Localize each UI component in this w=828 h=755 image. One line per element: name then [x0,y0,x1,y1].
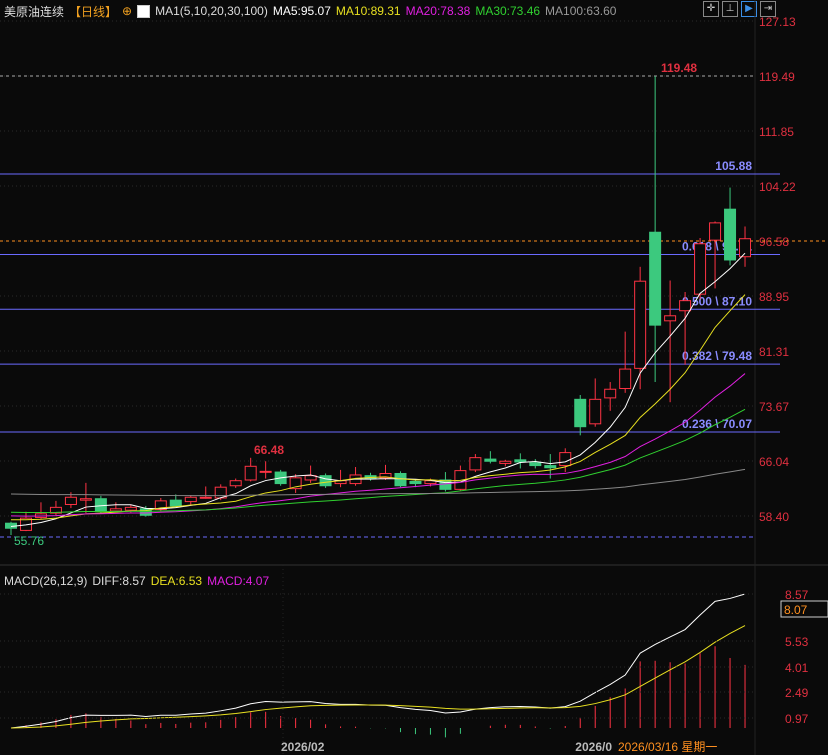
ma5-line [10,252,746,528]
price-tick: 111.85 [759,125,794,139]
candle-body [259,470,272,473]
price-tick: 104.22 [759,180,796,194]
candle-body [124,506,137,511]
time-label-feb: 2026/02 [281,740,325,754]
candle-body [244,465,257,481]
ma30-line [10,408,746,514]
candle-body [394,473,407,487]
macd-tick: 5.53 [785,635,809,649]
candle-body [604,388,617,399]
candle-body [304,475,317,481]
candle-body [619,368,632,390]
dea-line [10,625,746,729]
price-tick: 73.67 [759,400,789,414]
macd-value: MACD:4.07 [207,574,270,588]
candle-body [514,459,527,463]
candle-body [574,398,587,428]
macd-tick: 4.01 [785,661,809,675]
symbol-name: 美原油连续 [4,4,65,19]
ma10-value: MA10:89.31 [335,4,401,18]
crosshair-icon[interactable]: ✛ [703,1,719,17]
ma20-value: MA20:78.38 [405,4,471,18]
diff-line [10,593,746,729]
candle-body [709,222,722,241]
candle-body [739,238,752,258]
candle-body [559,452,572,467]
candle-body [289,477,302,490]
candle-body [379,473,392,479]
price-tick: 119.49 [759,70,795,84]
ma5-value: MA5:95.07 [272,4,331,18]
fib-top-label: 105.88 [715,159,752,173]
fib-label: 0.500 \ 87.10 [682,294,752,308]
price-tick: 96.58 [759,235,789,249]
price-tick: 66.04 [759,455,789,469]
candle-body [664,315,677,322]
price-tick: 127.13 [759,15,796,29]
candle-body [589,398,602,425]
fib-label: 0.382 \ 79.48 [682,349,752,363]
candle-body [229,480,242,487]
candle-body [319,475,332,487]
macd-current: 8.07 [784,603,808,617]
play-icon[interactable]: ▶ [741,1,757,17]
low-label: 55.76 [14,534,44,548]
candle-body [544,465,557,469]
indicator-chart-icon[interactable] [137,4,151,18]
candle-body [409,480,422,485]
time-label-mar: 2026/0 [575,740,612,754]
price-tick: 88.95 [759,290,789,304]
add-indicator-icon[interactable]: ⊕ [122,4,133,18]
candle-body [499,460,512,464]
diff-value: DIFF:8.57 [92,574,146,588]
candle-body [694,243,707,295]
candle-body [79,498,92,501]
macd-tick: 2.49 [785,686,809,700]
ma20-line [10,373,746,517]
price-tick: 58.40 [759,510,789,524]
candle-body [679,300,692,312]
candle-body [469,457,482,471]
candle-body [634,280,647,369]
candle-body [484,458,497,462]
candle-body [109,508,122,512]
macd-header: MACD(26,12,9) DIFF:8.57 DEA:6.53 MACD:4.… [4,574,269,588]
cursor-date-box [616,739,728,755]
period-selector[interactable]: 【日线】 [69,4,118,19]
macd-label[interactable]: MACD(26,12,9) [4,574,88,588]
local-high-label: 66.48 [254,443,284,457]
toolbar: ✛ ⊥ ▶ ⇥ [703,1,776,17]
exit-icon[interactable]: ⇥ [760,1,776,17]
candle-body [154,500,167,511]
candle-body [199,496,212,499]
dea-value: DEA:6.53 [150,574,203,588]
macd-tick: 8.57 [785,588,809,602]
candle-body [649,231,662,326]
period-icon[interactable]: ⊥ [722,1,738,17]
ma30-value: MA30:73.46 [475,4,541,18]
chart-header: 美原油连续 【日线】 ⊕ MA1(5,10,20,30,100) MA5:95.… [4,2,616,20]
candle-body [169,499,182,507]
price-tick: 81.31 [759,345,789,359]
ma100-line [10,468,746,497]
cursor-date: 2026/03/16 星期一 [618,740,717,754]
ma100-value: MA100:63.60 [545,4,617,18]
candle-body [529,462,542,467]
macd-current-box [780,600,828,618]
candle-body [184,496,197,503]
ma-label[interactable]: MA1(5,10,20,30,100) [155,4,268,18]
macd-tick: 0.97 [785,712,809,726]
high-label: 119.48 [661,61,697,75]
candle-body [724,208,737,261]
candle-body [64,496,77,505]
candle-body [49,506,62,514]
